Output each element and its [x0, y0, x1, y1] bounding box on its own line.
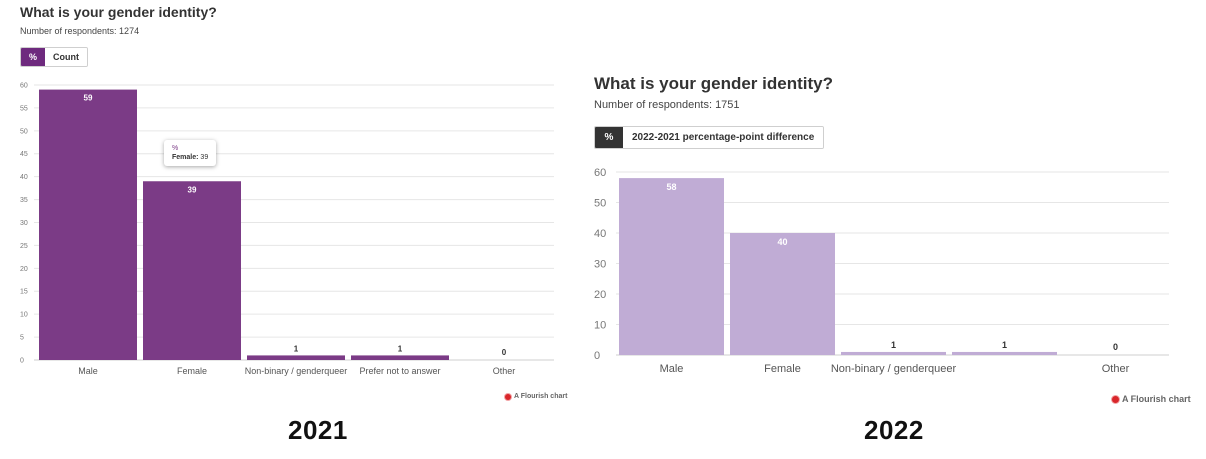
x-category-label: Prefer not to answer	[359, 366, 440, 376]
chart-subtitle: Number of respondents: 1274	[20, 26, 140, 36]
toggle-percent-button[interactable]: %	[21, 48, 45, 66]
chart-panel-2022: What is your gender identity? Number of …	[580, 0, 1206, 459]
x-category-label: Other	[493, 366, 516, 376]
x-category-label: Male	[660, 363, 684, 375]
tooltip-heading: %	[172, 145, 179, 152]
bar	[841, 351, 946, 355]
y-tick-label: 60	[20, 82, 28, 89]
flourish-logo-icon	[505, 393, 511, 400]
y-tick-label: 50	[20, 128, 28, 135]
y-tick-label: 10	[20, 312, 28, 319]
bar-value-label: 39	[188, 185, 197, 194]
flourish-credit[interactable]: A Flourish chart	[1112, 394, 1191, 404]
bar-value-label: 0	[502, 348, 507, 357]
year-label: 2022	[864, 415, 924, 445]
flourish-credit[interactable]: A Flourish chart	[505, 393, 567, 400]
bar-value-label: 1	[398, 344, 403, 353]
y-tick-label: 30	[20, 220, 28, 227]
y-tick-label: 0	[20, 357, 24, 364]
y-tick-label: 45	[20, 151, 28, 158]
x-category-label: Non-binary / genderqueer	[245, 366, 348, 376]
chart-panel-2021: What is your gender identity? Number of …	[0, 0, 580, 459]
chart-title: What is your gender identity?	[20, 4, 217, 20]
flourish-logo-icon	[1112, 395, 1119, 403]
flourish-credit-text: A Flourish chart	[514, 393, 568, 400]
bar-value-label: 1	[1002, 340, 1007, 350]
y-tick-label: 30	[594, 258, 606, 270]
bar-value-label: 40	[777, 237, 787, 247]
bar-value-label: 59	[84, 94, 93, 103]
y-tick-label: 35	[20, 197, 28, 204]
y-tick-label: 15	[20, 289, 28, 296]
y-tick-label: 40	[594, 228, 606, 240]
y-tick-label: 55	[20, 105, 28, 112]
y-tick-label: 5	[20, 335, 24, 342]
bar	[39, 89, 137, 360]
bar-value-label: 1	[891, 340, 896, 350]
y-tick-label: 25	[20, 243, 28, 250]
bar	[952, 351, 1057, 355]
year-label: 2021	[288, 415, 348, 445]
bar-value-label: 1	[294, 344, 299, 353]
y-tick-label: 10	[594, 319, 606, 331]
y-tick-label: 20	[594, 289, 606, 301]
x-category-label: Male	[78, 366, 98, 376]
chart-title: What is your gender identity?	[594, 74, 833, 93]
y-tick-label: 40	[20, 174, 28, 181]
y-tick-label: 50	[594, 197, 606, 209]
toggle-difference-button[interactable]: 2022-2021 percentage-point difference	[623, 127, 824, 148]
x-category-label: Other	[1102, 363, 1130, 375]
bar-value-label: 58	[666, 182, 676, 192]
tooltip-label: Female:	[172, 154, 199, 161]
bar-tooltip: % Female: 39	[164, 140, 217, 166]
x-category-label: Non-binary / genderqueer	[831, 363, 957, 375]
x-category-label: Female	[177, 366, 207, 376]
x-category-label: Female	[764, 363, 801, 375]
bar	[351, 355, 449, 360]
flourish-credit-text: A Flourish chart	[1122, 394, 1191, 404]
bar	[730, 233, 835, 355]
chart-subtitle: Number of respondents: 1751	[594, 99, 740, 111]
toggle-count-button[interactable]: Count	[45, 48, 87, 66]
bar-value-label: 0	[1113, 342, 1118, 352]
bar	[619, 178, 724, 355]
bar	[143, 181, 241, 360]
view-toggle: % Count	[20, 47, 88, 67]
tooltip-value: 39	[200, 154, 209, 161]
view-toggle: % 2022-2021 percentage-point difference	[594, 126, 825, 149]
bar-chart-2021: 05101520253035404550556059Male39Female1N…	[20, 82, 554, 376]
y-tick-label: 60	[594, 167, 606, 179]
toggle-percent-button[interactable]: %	[595, 127, 623, 148]
y-tick-label: 0	[594, 350, 600, 362]
y-tick-label: 20	[20, 266, 28, 273]
bar	[247, 355, 345, 360]
